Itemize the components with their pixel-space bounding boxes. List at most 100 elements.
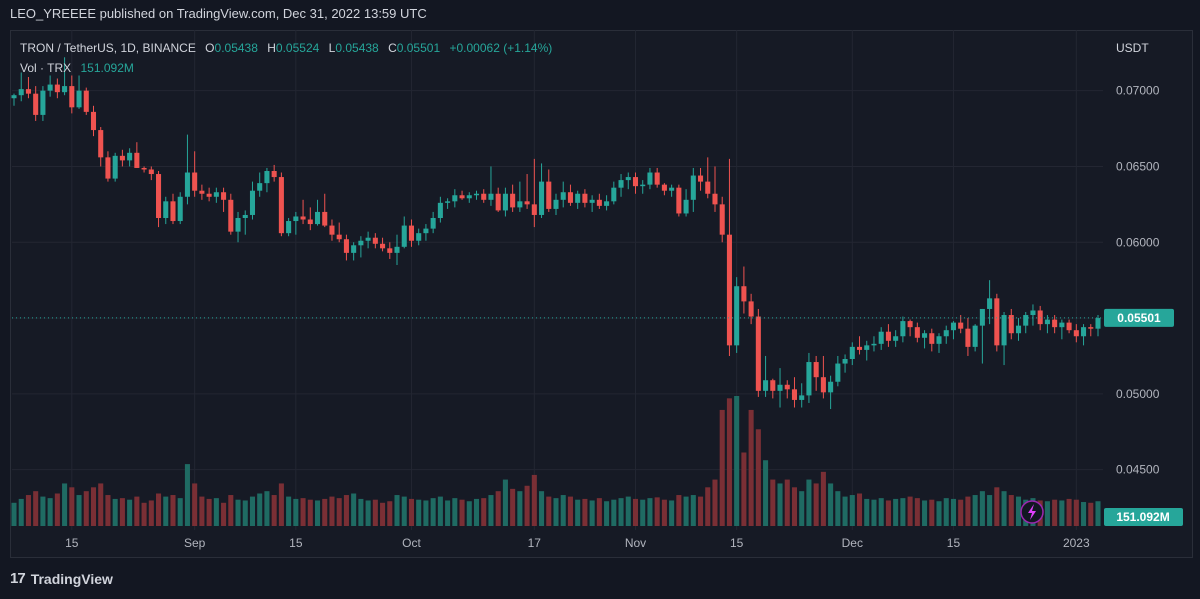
volume-bar	[698, 496, 704, 526]
candle-body	[719, 204, 725, 235]
volume-bar	[199, 496, 205, 526]
candle	[741, 266, 747, 314]
volume-bars	[11, 396, 1101, 526]
volume-bar	[206, 498, 212, 526]
volume-bar	[618, 498, 624, 526]
volume-bar	[394, 495, 400, 526]
footer-brand[interactable]: 17 TradingView	[10, 570, 113, 587]
volume-bar	[47, 498, 53, 526]
candle-body	[466, 195, 472, 199]
volume-bar	[314, 500, 321, 526]
candle-body	[358, 240, 364, 246]
candle	[488, 166, 494, 206]
candle	[83, 87, 89, 115]
candle	[914, 322, 920, 343]
volume-bar	[791, 487, 798, 526]
volume-label[interactable]: Vol · TRX	[20, 61, 71, 75]
candle	[69, 75, 75, 114]
lightning-icon[interactable]	[1020, 500, 1044, 524]
time-tick-label: 15	[289, 536, 303, 550]
candle	[1044, 315, 1050, 334]
volume-bar	[943, 498, 949, 526]
candle	[90, 105, 97, 137]
chart-svg[interactable]: 0.070000.065000.060000.055000.050000.045…	[0, 0, 1200, 560]
candle-body	[900, 321, 906, 337]
volume-bar	[1008, 495, 1014, 526]
candle-body	[705, 181, 711, 194]
candle	[640, 180, 646, 194]
candle	[676, 184, 682, 217]
candle	[358, 236, 364, 258]
candle	[1088, 324, 1094, 337]
candle	[936, 333, 942, 353]
candle-body	[1008, 315, 1014, 334]
volume-bar	[459, 499, 465, 526]
volume-bar	[228, 495, 234, 526]
candle-body	[40, 90, 46, 115]
volume-bar	[929, 499, 935, 526]
candle	[416, 228, 422, 246]
candle-body	[979, 308, 985, 326]
volume-bar	[437, 496, 443, 526]
candle-body	[1088, 327, 1094, 329]
svg-text:TRON / TetherUS, 1D, BINANCE: TRON / TetherUS, 1D, BINANCE O0.05438 H0…	[20, 41, 552, 55]
candle-body	[54, 84, 60, 93]
candle	[1030, 304, 1036, 326]
candle-body	[242, 214, 248, 218]
volume-bar	[596, 498, 602, 526]
candle	[430, 211, 436, 234]
candle	[336, 222, 342, 243]
candle-body	[676, 187, 682, 214]
candle-body	[1066, 322, 1072, 331]
volume-bar	[531, 474, 537, 526]
candle	[452, 189, 458, 208]
volume-bar	[278, 483, 284, 526]
volume-bar	[445, 500, 451, 526]
volume-bar	[495, 491, 501, 526]
candle	[1023, 312, 1029, 334]
candle-body	[726, 234, 732, 346]
candle	[900, 316, 906, 343]
symbol-label[interactable]: TRON / TetherUS, 1D, BINANCE	[20, 41, 196, 55]
candle-body	[62, 86, 68, 93]
volume-bar	[1088, 502, 1094, 526]
candle-body	[813, 362, 819, 378]
candle	[531, 158, 537, 228]
volume-bar	[170, 495, 176, 526]
volume-bar	[156, 493, 162, 526]
volume-bar	[965, 496, 971, 526]
volume-bar	[972, 495, 978, 526]
candle-body	[936, 336, 942, 344]
candle-body	[459, 195, 465, 199]
candle-body	[531, 204, 537, 215]
candle	[33, 86, 39, 121]
candle-body	[105, 157, 111, 179]
volume-bar	[784, 479, 790, 526]
candle	[683, 189, 689, 217]
volume-bar	[806, 479, 812, 526]
candle-body	[300, 216, 306, 220]
candle	[156, 171, 162, 228]
candle-body	[647, 172, 653, 185]
candle-body	[849, 346, 855, 359]
candle	[25, 77, 31, 99]
volume-bar	[105, 495, 111, 526]
volume-bar	[343, 495, 349, 526]
candle-body	[199, 190, 205, 194]
volume-bar	[828, 483, 834, 526]
volume-bar	[452, 498, 458, 526]
candle-body	[365, 237, 371, 241]
candle	[1066, 319, 1072, 334]
volume-bar	[763, 460, 769, 526]
volume-bar	[748, 409, 754, 526]
candle	[54, 78, 60, 99]
candle-body	[806, 362, 812, 396]
candle-body	[380, 243, 386, 249]
volume-bar	[849, 495, 855, 526]
price-tick-label: 0.05000	[1116, 387, 1160, 401]
candle-body	[1081, 327, 1087, 337]
candle	[184, 134, 190, 205]
candle	[777, 368, 783, 408]
candle-body	[307, 219, 313, 225]
candle-body	[437, 202, 443, 218]
